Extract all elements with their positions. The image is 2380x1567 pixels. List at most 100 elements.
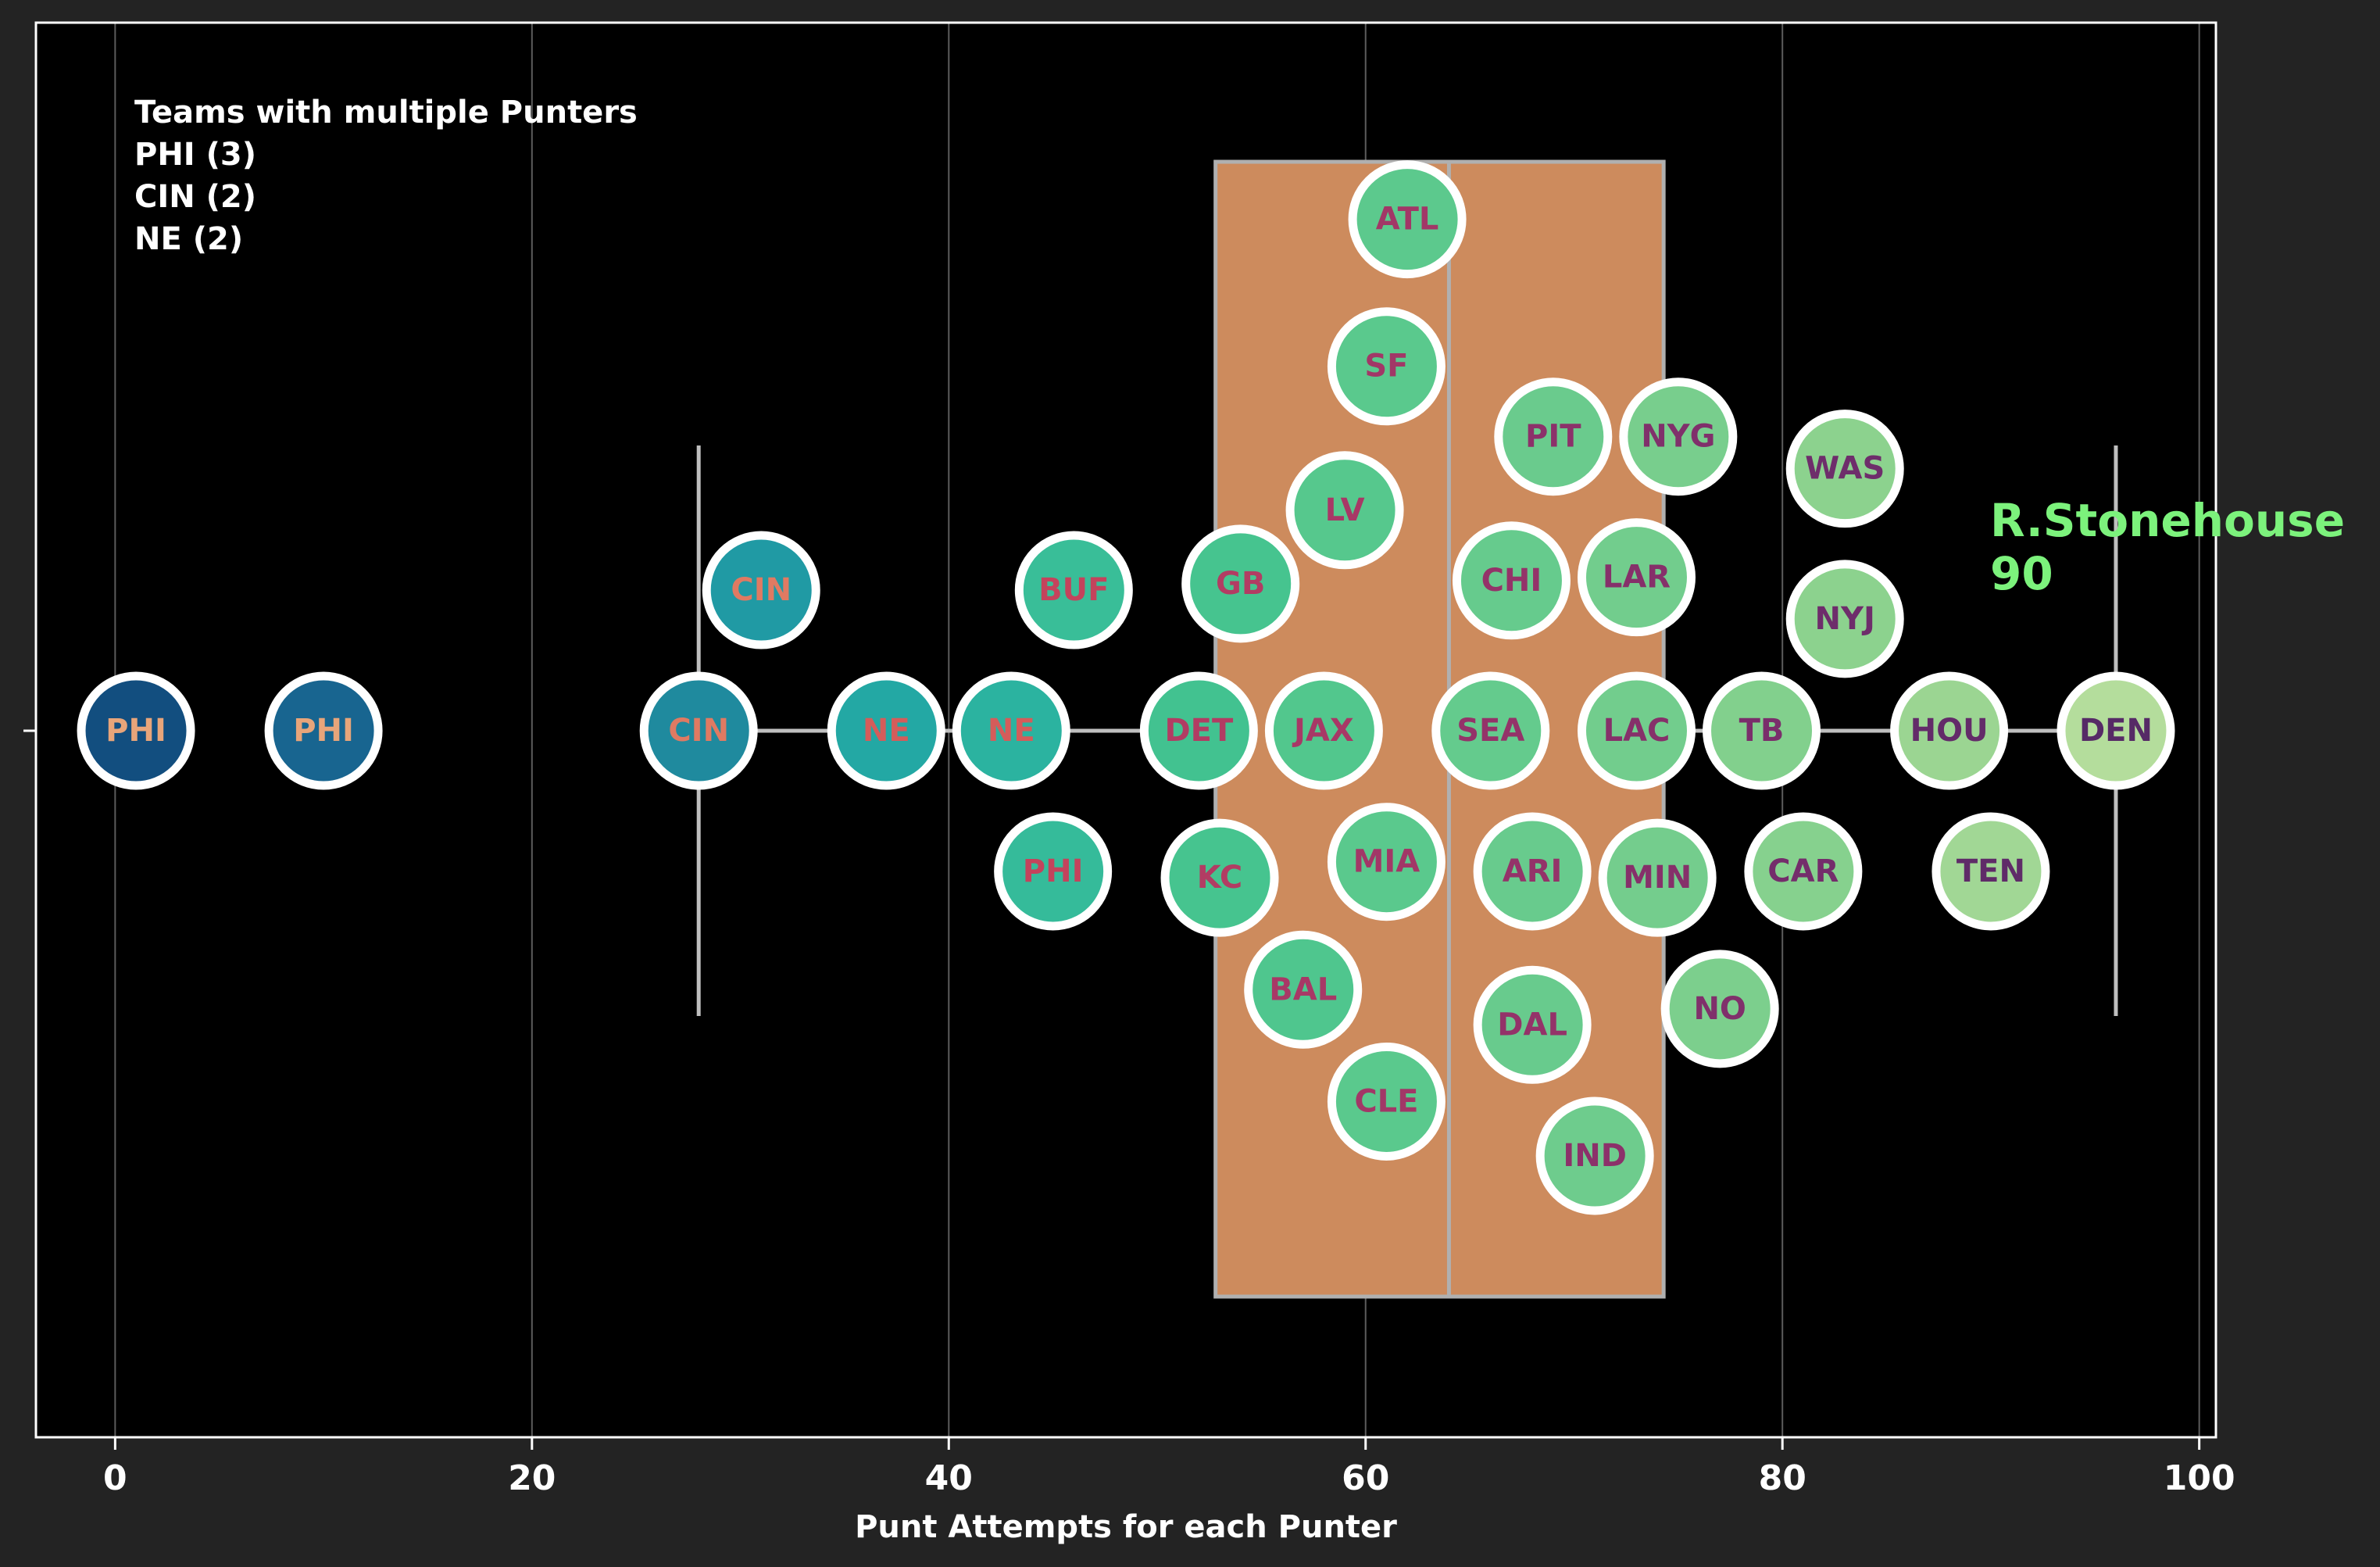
team-point-cle: CLE [1327, 1042, 1446, 1161]
team-circle [1577, 671, 1696, 790]
team-label: LAC [1603, 713, 1671, 749]
annotation-line: 90 [1990, 547, 2053, 600]
team-label: CIN [731, 572, 792, 608]
team-point-lac: LAC [1577, 671, 1696, 790]
team-label: ARI [1503, 853, 1563, 889]
team-label: NYJ [1815, 601, 1875, 637]
team-circle [1660, 950, 1779, 1068]
team-point-sea: SEA [1431, 671, 1550, 790]
x-tick-label: 80 [1759, 1458, 1806, 1498]
team-points: PHI PHI CIN CIN NE NE BUF PHI DET GB KC BAL JAX LV SF M… [77, 160, 2175, 1215]
team-point-car: CAR [1744, 812, 1863, 931]
team-label: MIA [1353, 844, 1420, 880]
team-point-min: MIN [1598, 818, 1717, 937]
team-point-cin: CIN [639, 671, 758, 790]
team-point-tb: TB [1703, 671, 1821, 790]
team-circle [1181, 524, 1300, 643]
team-circle [1785, 560, 1904, 678]
team-circle [1932, 812, 2050, 931]
team-point-ind: IND [1535, 1097, 1654, 1215]
x-axis-label: Punt Attempts for each Punter [855, 1509, 1397, 1545]
team-circle [1431, 671, 1550, 790]
team-point-phi: PHI [264, 671, 383, 790]
team-circle [1264, 671, 1383, 790]
team-circle [1244, 930, 1363, 1049]
team-circle [1327, 307, 1446, 426]
team-label: PIT [1525, 419, 1581, 455]
team-circle [1703, 671, 1821, 790]
team-label: ATL [1376, 202, 1439, 238]
team-circle [1577, 518, 1696, 637]
team-label: KC [1197, 860, 1243, 896]
team-circle [1890, 671, 2009, 790]
team-label: CHI [1481, 563, 1542, 599]
team-point-cin: CIN [702, 531, 820, 649]
team-circle [77, 671, 195, 790]
x-tick-label: 60 [1342, 1458, 1389, 1498]
x-tick-label: 100 [2164, 1458, 2235, 1498]
team-label: MIN [1623, 860, 1692, 896]
team-label: PHI [293, 713, 354, 749]
team-point-nyg: NYG [1619, 377, 1738, 496]
team-circle [827, 671, 945, 790]
team-circle [1744, 812, 1863, 931]
team-label: NO [1693, 991, 1746, 1027]
team-label: BUF [1038, 572, 1109, 608]
team-point-jax: JAX [1264, 671, 1383, 790]
team-circle [702, 531, 820, 649]
team-point-gb: GB [1181, 524, 1300, 643]
team-point-ne: NE [952, 671, 1070, 790]
team-label: WAS [1805, 451, 1885, 487]
team-point-nyj: NYJ [1785, 560, 1904, 678]
team-label: CLE [1354, 1083, 1418, 1119]
team-point-ten: TEN [1932, 812, 2050, 931]
annotation-line: R.Stonehouse [1990, 494, 2345, 547]
team-point-sf: SF [1327, 307, 1446, 426]
team-point-chi: CHI [1452, 521, 1571, 640]
team-label: NE [863, 713, 910, 749]
team-label: IND [1563, 1138, 1627, 1174]
team-point-lar: LAR [1577, 518, 1696, 637]
team-label: NYG [1641, 419, 1715, 455]
team-circle [1348, 160, 1467, 279]
team-circle [1494, 377, 1613, 496]
team-circle [1785, 410, 1904, 528]
team-point-hou: HOU [1890, 671, 2009, 790]
x-tick-label: 20 [508, 1458, 556, 1498]
team-point-dal: DAL [1473, 965, 1592, 1084]
team-label: CAR [1767, 853, 1839, 889]
team-circle [1473, 965, 1592, 1084]
team-label: DAL [1497, 1007, 1567, 1043]
team-circle [639, 671, 758, 790]
team-circle [1327, 803, 1446, 921]
team-point-ari: ARI [1473, 812, 1592, 931]
legend-line: CIN (2) [134, 179, 256, 215]
team-point-phi: PHI [994, 812, 1113, 931]
team-label: JAX [1292, 713, 1354, 749]
team-label: DEN [2079, 713, 2153, 749]
team-label: GB [1216, 566, 1265, 602]
team-circle [1452, 521, 1571, 640]
team-circle [1285, 451, 1404, 570]
legend-line: PHI (3) [134, 137, 256, 173]
team-label: NE [988, 713, 1035, 749]
team-label: SF [1364, 349, 1408, 385]
team-circle [1014, 531, 1133, 649]
team-point-phi: PHI [77, 671, 195, 790]
team-circle [1619, 377, 1738, 496]
team-label: SEA [1456, 713, 1524, 749]
team-label: DET [1164, 713, 1234, 749]
team-label: TB [1739, 713, 1785, 749]
team-circle [952, 671, 1070, 790]
team-point-ne: NE [827, 671, 945, 790]
team-circle [1160, 818, 1279, 937]
team-label: BAL [1269, 971, 1337, 1007]
team-circle [264, 671, 383, 790]
team-label: PHI [1023, 853, 1084, 889]
x-axis: 0 20 40 60 80 100 [103, 1437, 2235, 1498]
team-circle [1535, 1097, 1654, 1215]
team-circle [1139, 671, 1258, 790]
team-point-atl: ATL [1348, 160, 1467, 279]
legend-box: Teams with multiple Punters PHI (3) CIN (2… [134, 95, 638, 257]
